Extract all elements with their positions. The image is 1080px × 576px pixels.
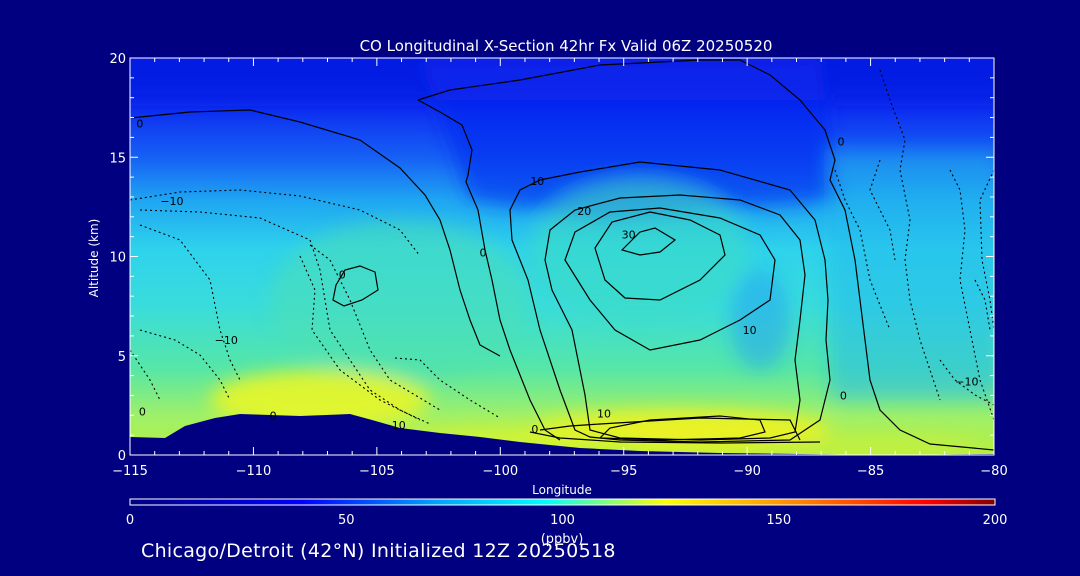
- y-tick-label: 10: [109, 251, 126, 266]
- y-tick-label: 20: [109, 52, 126, 67]
- y-axis: 0 5 10 15 20: [109, 52, 994, 464]
- colorbar: [129, 498, 996, 506]
- x-tick-label: −90: [733, 464, 760, 479]
- contour-label: −10: [383, 419, 406, 432]
- contour-label: 0: [136, 117, 143, 130]
- colorbar-label: (ppbv): [541, 532, 584, 547]
- x-tick-label: −110: [236, 464, 272, 479]
- x-tick-label: −105: [359, 464, 395, 479]
- contour-label: 0: [270, 409, 277, 422]
- x-tick-label: −115: [112, 464, 148, 479]
- colorbar-tick-label: 100: [550, 513, 575, 528]
- contour-label: 0: [840, 389, 847, 402]
- y-tick-label: 0: [118, 449, 126, 464]
- contour-label: 0: [531, 423, 538, 436]
- contour-labels: 0 −10 0 −10 0 0 −10 0 10 20 30 10 0 0 10 0 −10: [136, 117, 978, 436]
- chart-title: CO Longitudinal X-Section 42hr Fx Valid …: [360, 37, 773, 55]
- colorbar-tick-label: 0: [126, 513, 134, 528]
- contour-label: −10: [215, 334, 238, 347]
- y-axis-label: Altitude (km): [87, 219, 101, 298]
- contour-label: 0: [480, 247, 487, 260]
- contour-label: 20: [577, 205, 591, 218]
- colorbar-tick-label: 150: [766, 513, 791, 528]
- contour-label: 0: [139, 405, 146, 418]
- contour-label: 30: [622, 229, 636, 242]
- contour-label: 0: [837, 135, 844, 148]
- contour-label: 10: [597, 407, 611, 420]
- colorbar-tick-label: 50: [338, 513, 355, 528]
- contour-label: 10: [743, 324, 757, 337]
- colorbar-ticks: 0 50 100 150 200: [126, 513, 1008, 528]
- contour-label: 0: [339, 268, 346, 281]
- x-tick-label: −80: [980, 464, 1007, 479]
- x-tick-label: −85: [857, 464, 884, 479]
- co-concentration-field: 0 −10 0 −10 0 0 −10 0 10 20 30 10 0 0 10 0 −10: [130, 58, 994, 455]
- x-axis: −115 −110 −105 −100 −95 −90 −85 −80: [112, 58, 1008, 479]
- y-tick-label: 15: [109, 151, 126, 166]
- contour-label: −10: [955, 376, 978, 389]
- x-tick-label: −95: [610, 464, 637, 479]
- x-tick-label: −100: [482, 464, 518, 479]
- colorbar-tick-label: 200: [983, 513, 1008, 528]
- footer-caption: Chicago/Detroit (42°N) Initialized 12Z 2…: [141, 540, 616, 562]
- contour-label: 10: [530, 175, 544, 188]
- contour-lines: [130, 59, 994, 451]
- contour-label: −10: [160, 195, 183, 208]
- x-axis-label: Longitude: [532, 483, 592, 497]
- terrain-mask: [130, 414, 994, 455]
- y-tick-label: 5: [118, 350, 126, 365]
